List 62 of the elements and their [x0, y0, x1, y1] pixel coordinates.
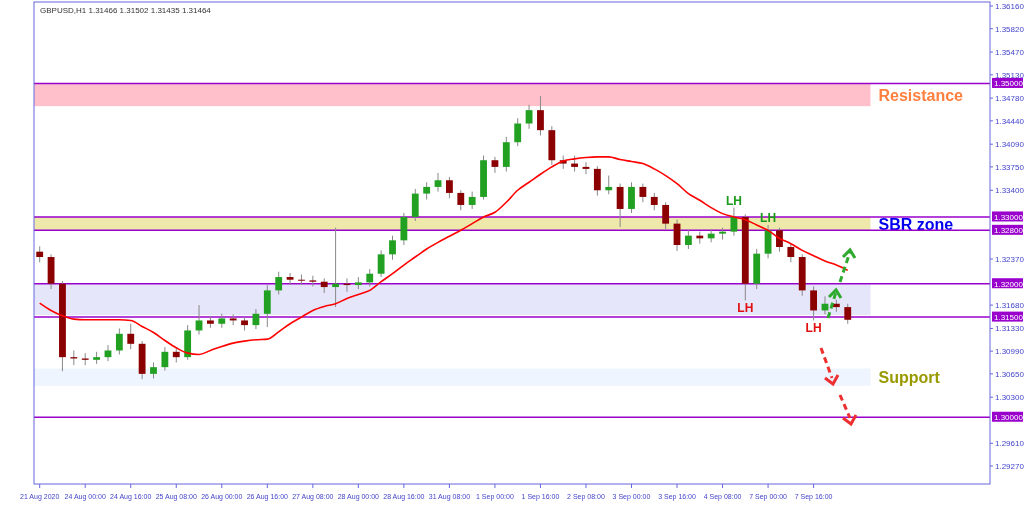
y-tick-label: 1.36160	[995, 2, 1024, 12]
band-label: Support	[878, 369, 941, 387]
candlestick	[639, 183, 647, 203]
y-tick-label: 1.31330	[995, 324, 1024, 334]
candlestick	[263, 284, 271, 328]
candlestick	[411, 188, 419, 222]
candlestick	[628, 181, 635, 214]
candlestick	[525, 104, 533, 130]
candlestick	[593, 165, 601, 197]
candlestick	[389, 235, 396, 261]
y-tick-label: 1.35130	[995, 70, 1024, 80]
y-tick-label: 1.32370	[995, 255, 1024, 265]
y-tick-label: 1.34780	[995, 94, 1024, 104]
candlestick	[810, 285, 818, 321]
ref-line-label: 1.35000	[994, 79, 1024, 89]
annotation: LH	[737, 301, 754, 316]
y-tick-label: 1.29270	[995, 461, 1024, 471]
ref-line-label: 1.32000	[994, 279, 1024, 289]
candlestick	[491, 156, 499, 174]
candlestick	[616, 183, 624, 228]
y-tick-label: 1.33750	[995, 162, 1024, 172]
y-tick-label: 1.35820	[995, 24, 1024, 34]
candlestick	[377, 249, 385, 278]
candlestick	[127, 323, 135, 350]
candlestick	[457, 189, 465, 211]
candlestick	[787, 243, 795, 263]
candlestick	[514, 117, 522, 147]
y-tick-label: 1.30300	[995, 393, 1024, 403]
annotation: LH	[805, 321, 822, 336]
line-series	[38, 156, 849, 356]
candlestick	[844, 303, 852, 325]
ref-line-label: 1.30000	[994, 413, 1024, 423]
y-tick-label: 1.35470	[995, 48, 1024, 58]
ref-line-label: 1.32800	[994, 226, 1024, 236]
band-label: SBR zone	[878, 215, 954, 233]
candlestick	[286, 272, 294, 286]
candlestick	[434, 172, 442, 193]
candlestick	[275, 271, 283, 295]
candlestick	[776, 227, 783, 253]
annotation: LH	[725, 193, 742, 208]
y-tick-label: 1.34090	[995, 140, 1024, 150]
candlestick	[332, 227, 340, 308]
y-tick-label: 1.34440	[995, 116, 1024, 126]
candlestick	[298, 273, 305, 286]
y-tick-label: 1.30650	[995, 369, 1024, 379]
y-tick-label: 1.30990	[995, 347, 1024, 357]
ref-line-label: 1.33000	[994, 212, 1024, 222]
candlestick	[161, 346, 169, 372]
ref-line-label: 1.31500	[994, 313, 1024, 323]
y-tick-label: 1.31680	[995, 301, 1024, 311]
candlestick	[537, 95, 544, 137]
y-tick-label: 1.29610	[995, 439, 1024, 449]
candlestick	[605, 175, 613, 195]
candlestick	[104, 344, 112, 362]
candlestick	[115, 327, 123, 355]
candlestick	[662, 201, 670, 230]
text: GBPUSD,H1 1.31466 1.31502 1.31435 1.31464	[40, 6, 212, 15]
candlestick	[684, 229, 692, 250]
y-tick-label: 1.33400	[995, 186, 1024, 196]
candlestick	[445, 176, 453, 199]
band-label: Resistance	[878, 86, 964, 104]
candlestick	[400, 212, 408, 246]
